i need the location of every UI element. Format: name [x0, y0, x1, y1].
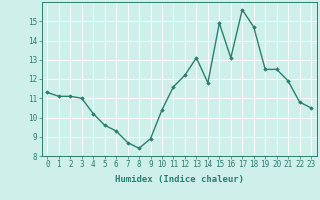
X-axis label: Humidex (Indice chaleur): Humidex (Indice chaleur): [115, 175, 244, 184]
